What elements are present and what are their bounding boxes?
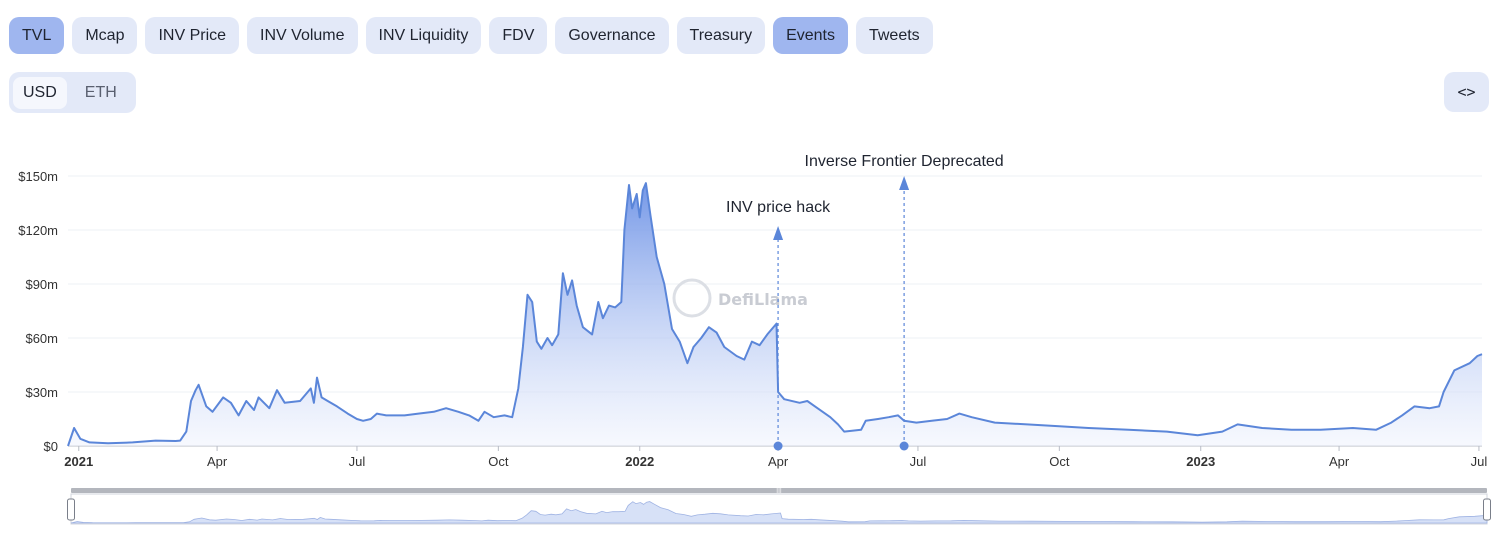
x-tick-label: Apr	[1329, 454, 1350, 469]
x-tick-label: 2023	[1186, 454, 1215, 469]
x-tick-label: Apr	[768, 454, 789, 469]
x-tick-label: 2022	[625, 454, 654, 469]
x-tick-label: Oct	[488, 454, 509, 469]
y-tick-label: $0	[44, 439, 58, 454]
zoom-slider-bar[interactable]	[71, 488, 1487, 493]
x-tick-label: Jul	[1471, 454, 1488, 469]
currency-eth-button[interactable]: ETH	[84, 83, 117, 101]
llama-logo-icon	[672, 278, 712, 318]
tab-tvl[interactable]: TVL	[9, 17, 65, 54]
currency-toggle: USD ETH	[9, 72, 136, 113]
event-arrow-icon	[899, 176, 910, 190]
tab-inv-price[interactable]: INV Price	[145, 17, 240, 54]
tab-inv-volume[interactable]: INV Volume	[247, 17, 358, 54]
event-label: INV price hack	[726, 199, 831, 216]
tab-treasury[interactable]: Treasury	[676, 17, 766, 54]
tab-mcap[interactable]: Mcap	[72, 17, 138, 54]
x-tick-label: Jul	[349, 454, 366, 469]
x-tick-label: Oct	[1049, 454, 1070, 469]
x-tick-label: Apr	[207, 454, 228, 469]
y-tick-label: $90m	[25, 277, 58, 292]
x-axis: 2021 Apr Jul Oct 2022 Apr Jul Oct 2023 Apr Jul	[64, 446, 1487, 469]
y-tick-label: $120m	[18, 223, 58, 238]
zoom-handle-left[interactable]	[67, 498, 75, 521]
tab-governance[interactable]: Governance	[555, 17, 669, 54]
tab-tweets[interactable]: Tweets	[855, 17, 933, 54]
watermark-text: DefiLlama	[718, 290, 808, 309]
chart-metric-tabs: TVL Mcap INV Price INV Volume INV Liquidity F…	[9, 17, 933, 54]
embed-button[interactable]: <>	[1444, 72, 1489, 112]
currency-usd-button[interactable]: USD	[13, 76, 67, 109]
x-tick-label: 2021	[64, 454, 93, 469]
watermark: DefiLlama	[672, 278, 808, 318]
tab-fdv[interactable]: FDV	[489, 17, 548, 54]
tvl-series	[67, 182, 1483, 447]
y-tick-label: $60m	[25, 331, 58, 346]
zoom-overview-series	[70, 501, 1488, 524]
drag-grip-icon[interactable]: |||	[776, 488, 782, 495]
code-brackets-icon: <>	[1457, 83, 1476, 101]
tab-inv-liquidity[interactable]: INV Liquidity	[365, 17, 482, 54]
tvl-line	[67, 182, 1483, 447]
event-arrow-icon	[773, 226, 784, 240]
tvl-area	[68, 183, 1482, 446]
y-tick-label: $150m	[18, 169, 58, 184]
zoom-handle-right[interactable]	[1483, 498, 1491, 521]
event-dot[interactable]	[773, 441, 783, 451]
y-tick-label: $30m	[25, 385, 58, 400]
event-dot[interactable]	[899, 441, 909, 451]
y-axis: $0 $30m $60m $90m $120m $150m	[18, 169, 58, 454]
x-tick-label: Jul	[910, 454, 927, 469]
event-markers: INV price hack Inverse Frontier Deprecate…	[726, 153, 1004, 451]
event-label: Inverse Frontier Deprecated	[805, 153, 1004, 170]
tab-events[interactable]: Events	[773, 17, 848, 54]
zoom-slider[interactable]: |||	[67, 488, 1491, 525]
